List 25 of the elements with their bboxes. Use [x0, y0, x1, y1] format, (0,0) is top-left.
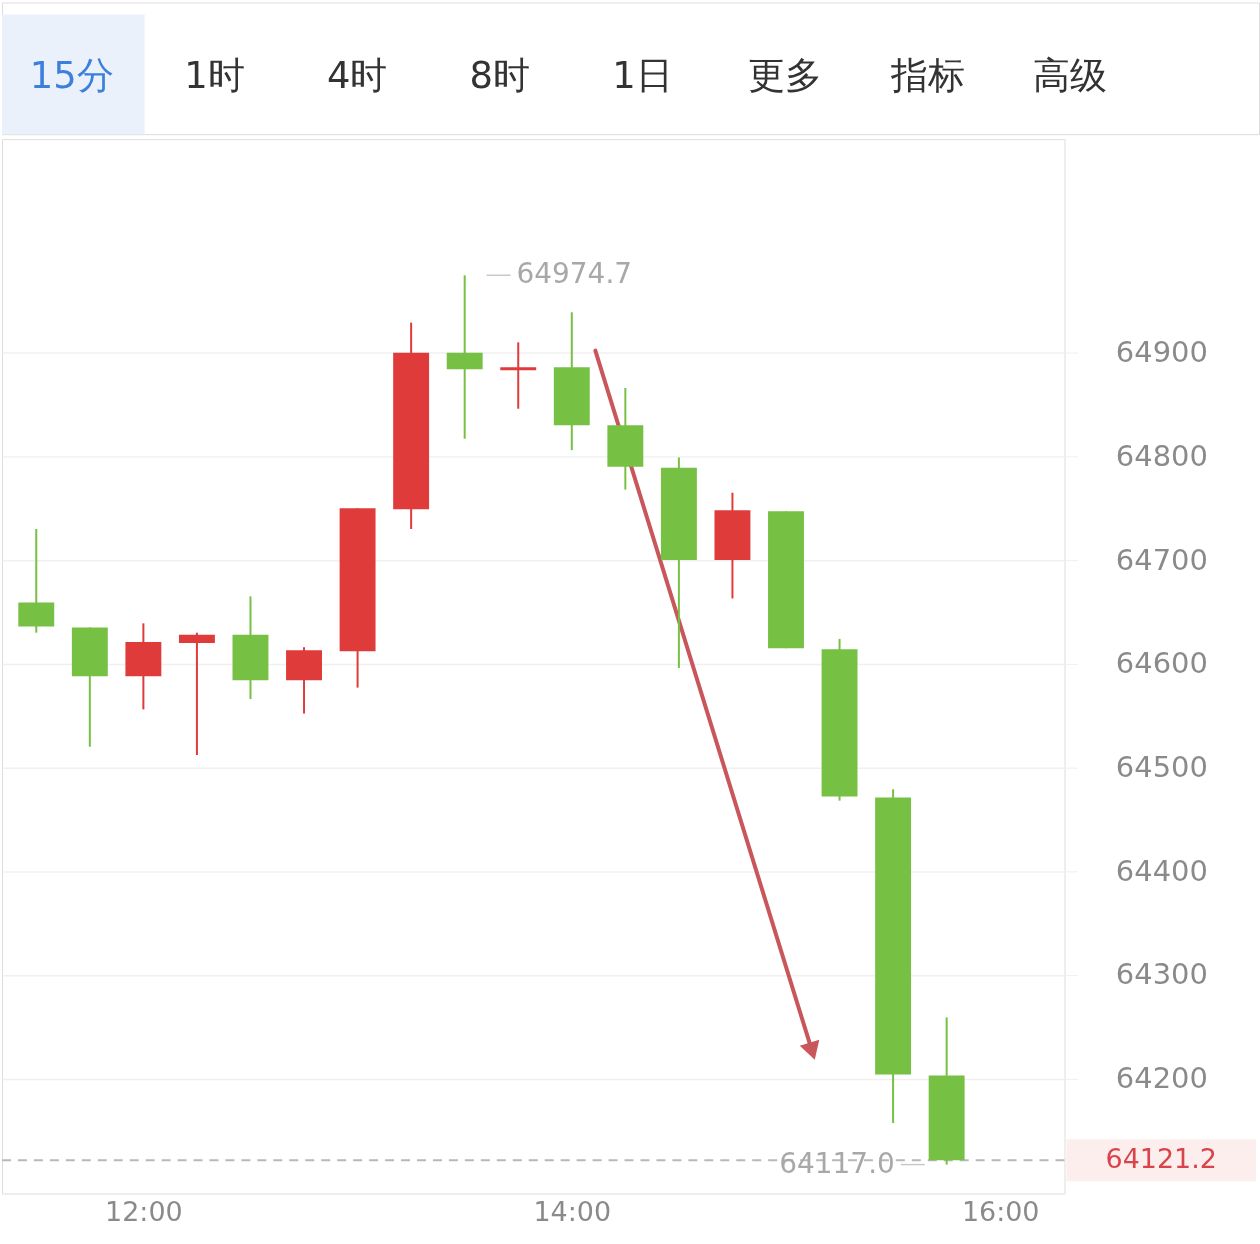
ref-line-label: 64121.2 [1105, 1143, 1217, 1175]
y-tick-label: 64900 [1115, 335, 1208, 370]
annotation: 64974.7 [516, 257, 633, 291]
candlestick [178, 631, 215, 757]
y-tick-label: 64400 [1115, 853, 1208, 888]
text: 8时 [469, 54, 531, 98]
y-tick-label: 64500 [1115, 749, 1208, 784]
text: 更多 [748, 54, 823, 98]
text: 指标 [889, 54, 965, 98]
candlestick [446, 274, 483, 440]
text: 15分 [29, 54, 114, 98]
y-tick-label: 64800 [1115, 438, 1208, 473]
x-tick-label: 12:00 [105, 1196, 183, 1228]
text: 高级 [1033, 54, 1108, 98]
y-tick-label: 64600 [1115, 646, 1208, 681]
text: 4时 [326, 54, 388, 98]
text: 1时 [184, 54, 245, 98]
annotation: 64117.0 [779, 1146, 895, 1180]
y-tick-label: 64200 [1115, 1061, 1208, 1096]
y-tick-label: 64300 [1115, 957, 1208, 992]
candlestick [500, 341, 537, 410]
text: 1日 [612, 54, 673, 98]
y-tick-label: 64700 [1115, 542, 1208, 577]
x-tick-label: 16:00 [961, 1196, 1040, 1228]
x-tick-label: 14:00 [533, 1196, 612, 1228]
